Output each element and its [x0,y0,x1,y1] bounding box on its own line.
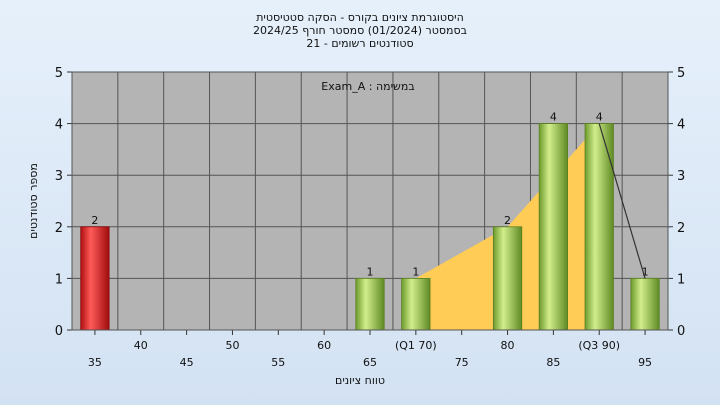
bar-value-label: 4 [596,111,603,124]
bar [492,226,523,331]
x-tick-label: 95 [638,356,652,369]
y-tick-label-left: 4 [55,118,63,133]
bar-value-label: 1 [412,265,419,278]
y-tick-label-right: 4 [677,118,685,133]
bar-value-label: 2 [504,214,511,227]
y-tick-label-right: 3 [677,169,685,184]
trend-lines [598,123,646,279]
bar [584,123,614,331]
y-tick-label-right: 1 [677,272,685,287]
chart-title: היסטוגרמת ציונים בקורס - הסקה סטטיסטית ב… [253,11,467,50]
bar-value-label: 4 [550,111,557,124]
bar-value-label: 1 [367,265,374,278]
bar-value-label: 1 [642,265,649,278]
bar [80,226,110,331]
y-tick-label-right: 5 [677,66,685,81]
x-tick-label: (Q3 90) [578,339,620,352]
x-tick-label: 65 [363,356,377,369]
y-tick-label-left: 2 [55,221,63,236]
exam-annotation: Exam_A : במשימה [321,80,414,93]
title-line-1: היסטוגרמת ציונים בקורס - הסקה סטטיסטית [256,11,464,24]
bar [401,277,431,331]
y-tick-label-left: 0 [55,324,63,339]
x-tick-label: 40 [134,339,148,352]
x-tick-label: 50 [225,339,239,352]
bar [355,277,385,331]
y-tick-label-left: 3 [55,169,63,184]
x-tick-label: 55 [271,356,285,369]
bar [630,277,660,331]
y-tick-label-left: 5 [55,66,63,81]
bars: 2 1 1 2 4 4 1 [80,111,660,331]
x-tick-label: (Q1 70) [395,339,437,352]
x-axis-label: טווח ציונים [335,374,385,387]
y-tick-label-right: 0 [677,324,685,339]
x-tick-label: 85 [546,356,560,369]
x-tick-label: 35 [88,356,102,369]
bar-value-label: 2 [91,214,98,227]
trend-line [598,123,646,279]
y-tick-label-right: 2 [677,221,685,236]
x-tick-label: 75 [455,356,469,369]
title-line-3: סטודנטים רשומים - 21 [306,37,413,50]
x-tick-label: 45 [180,356,194,369]
x-tick-label: 60 [317,339,331,352]
x-tick-label: 80 [501,339,515,352]
bar [538,123,568,331]
title-line-2: בסמסטר (01/2024) סמסטר חורף 2024/25 [253,24,467,37]
y-tick-label-left: 1 [55,272,63,287]
y-axis-label: מספר סטודנטים [27,163,40,239]
plot-border [71,71,669,331]
